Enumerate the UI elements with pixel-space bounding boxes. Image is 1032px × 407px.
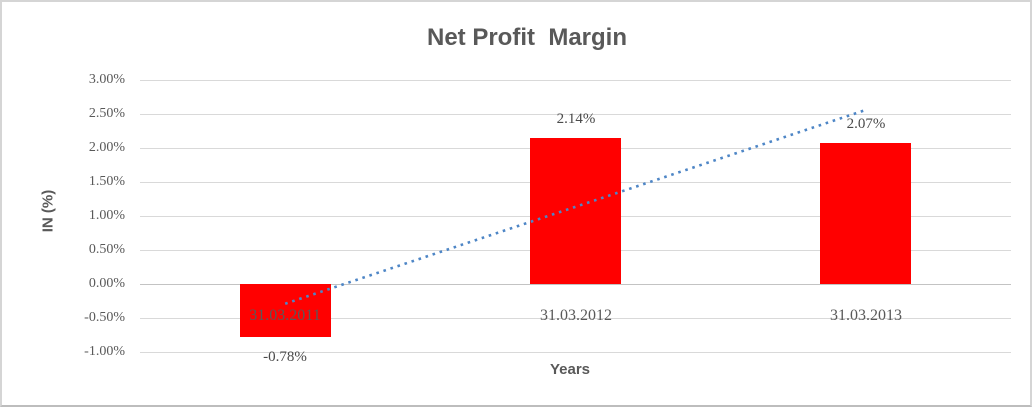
data-label: 2.07% (846, 116, 886, 132)
gridline (140, 352, 1011, 353)
y-tick-label: 0.00% (88, 276, 125, 291)
y-tick-label: 0.50% (88, 242, 125, 257)
category-label: 31.03.2011 (249, 307, 321, 324)
y-tick-label: -1.00% (84, 344, 125, 359)
gridline (140, 80, 1011, 81)
category-label: 31.03.2012 (540, 307, 612, 324)
y-tick-label: 2.00% (88, 140, 125, 155)
y-tick-label: -0.50% (84, 310, 125, 325)
bar-31.03.2013 (820, 143, 911, 284)
bar-31.03.2012 (530, 138, 621, 284)
y-tick-label: 1.00% (88, 208, 125, 223)
y-tick-label: 2.50% (88, 106, 125, 121)
y-tick-label: 1.50% (88, 174, 125, 189)
data-label: 2.14% (556, 111, 596, 127)
gridline (140, 318, 1011, 319)
category-label: 31.03.2013 (830, 307, 902, 324)
y-tick-label: 3.00% (88, 72, 125, 87)
chart-title: Net Profit Margin (426, 24, 628, 51)
x-axis-title: Years (549, 361, 591, 378)
data-label: -0.78% (263, 349, 307, 365)
